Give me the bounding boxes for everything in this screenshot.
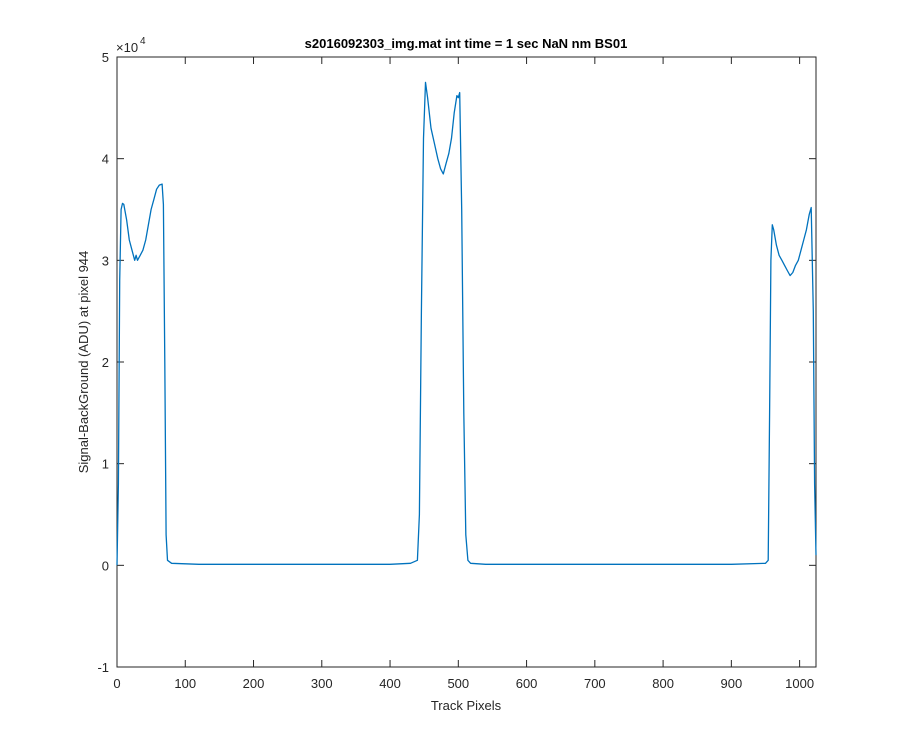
x-tick-label: 900: [721, 676, 743, 691]
x-tick-label: 1000: [785, 676, 814, 691]
y-tick-label: 3: [102, 253, 109, 268]
y-tick-label: 5: [102, 50, 109, 65]
x-axis-label: Track Pixels: [431, 698, 502, 713]
x-tick-label: 700: [584, 676, 606, 691]
x-tick-label: 800: [652, 676, 674, 691]
y-multiplier-exponent: 4: [140, 36, 146, 47]
y-tick-label: 4: [102, 152, 109, 167]
y-axis-label: Signal-BackGround (ADU) at pixel 944: [76, 251, 91, 474]
plot-area: 0 100 200 300 400 500 600 700 800 900 1000 -1 0 1 2 3 4 5: [97, 50, 817, 691]
y-tick-label: 2: [102, 355, 109, 370]
x-tick-label: 0: [113, 676, 120, 691]
y-tick-label: 0: [102, 558, 109, 573]
series-line: [116, 81, 817, 566]
y-tick-label: -1: [97, 660, 109, 675]
axes-box: [116, 56, 817, 668]
y-multiplier-label: ×10: [116, 40, 138, 55]
y-multiplier: ×10 4: [116, 36, 146, 55]
x-tick-label: 200: [243, 676, 265, 691]
chart-title: s2016092303_img.mat int time = 1 sec NaN…: [305, 36, 628, 51]
x-tick-label: 600: [516, 676, 538, 691]
x-tick-label: 400: [379, 676, 401, 691]
x-tick-label: 500: [447, 676, 469, 691]
y-tick-label: 1: [102, 457, 109, 472]
x-tick-label: 300: [311, 676, 333, 691]
x-tick-label: 100: [174, 676, 196, 691]
